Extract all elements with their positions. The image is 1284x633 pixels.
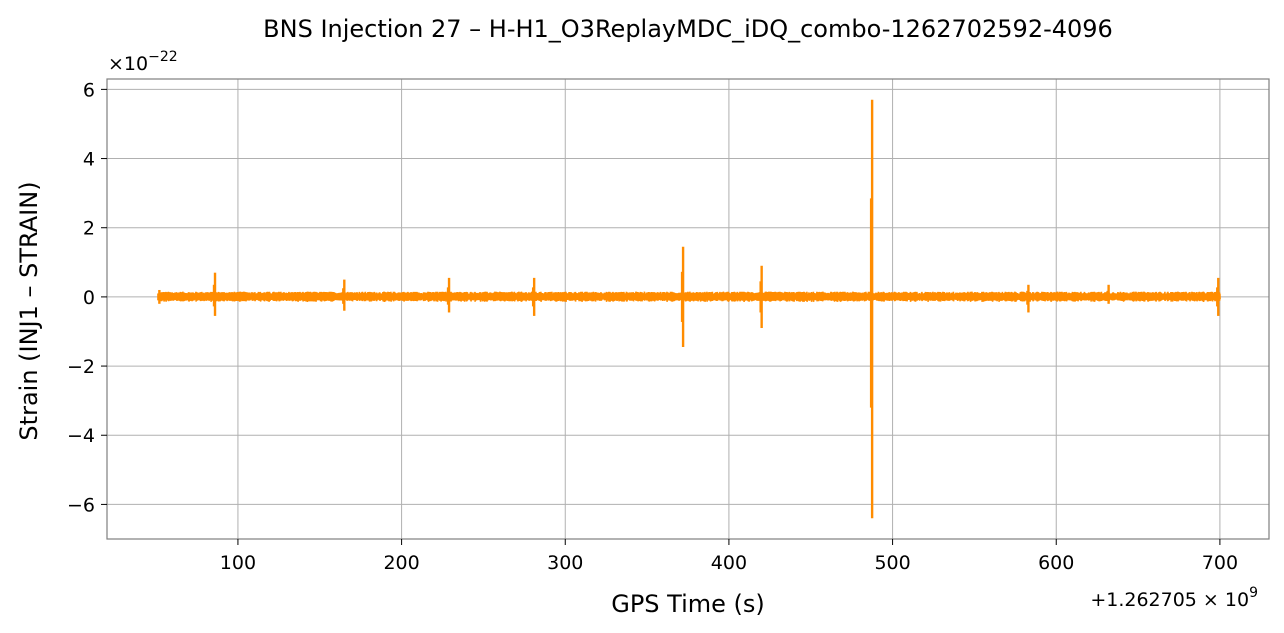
x-tick-label: 300	[547, 552, 583, 574]
x-tick-label: 400	[711, 552, 747, 574]
x-tick-label: 200	[383, 552, 419, 574]
y-axis-label: Strain (INJ1 – STRAIN)	[15, 181, 43, 440]
x-offset-label: +1.262705 × 109	[1090, 585, 1258, 611]
grid	[107, 79, 1269, 539]
y-tick-label: −6	[67, 494, 95, 516]
y-tick-label: 4	[83, 149, 95, 171]
x-tick-label: 600	[1038, 552, 1074, 574]
y-tick-label: 2	[83, 218, 95, 240]
y-tick-label: −4	[67, 425, 95, 447]
y-tick-label: 0	[83, 287, 95, 309]
y-tick-label: −2	[67, 356, 95, 378]
y-scale-label: ×10−22	[108, 49, 178, 75]
plot-frame	[106, 78, 1270, 540]
x-tick-label: 100	[220, 552, 256, 574]
series-line	[157, 99, 1221, 519]
chart-title: BNS Injection 27 – H-H1_O3ReplayMDC_iDQ_…	[263, 15, 1113, 43]
x-axis: 100 200 300 400 500 600 700	[220, 539, 1238, 574]
x-tick-label: 500	[874, 552, 910, 574]
y-tick-label: 6	[83, 79, 95, 101]
x-tick-label: 700	[1202, 552, 1238, 574]
y-axis: −6 −4 −2 0 2 4 6	[67, 79, 107, 516]
x-axis-label: GPS Time (s)	[611, 590, 765, 618]
series-noise-band	[158, 291, 1221, 303]
